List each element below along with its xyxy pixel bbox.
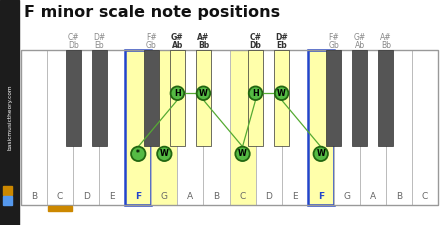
Circle shape xyxy=(235,147,250,161)
Text: G: G xyxy=(161,192,168,201)
Text: F: F xyxy=(318,192,324,201)
Text: Db: Db xyxy=(68,40,78,50)
Circle shape xyxy=(171,86,184,100)
Bar xyxy=(170,50,185,146)
Text: C: C xyxy=(57,192,63,201)
Text: Gb: Gb xyxy=(146,40,157,50)
Bar xyxy=(99,50,125,205)
Bar xyxy=(21,50,438,205)
Text: H: H xyxy=(174,89,181,98)
Text: Db: Db xyxy=(249,40,261,50)
Bar xyxy=(256,50,282,205)
Bar xyxy=(47,50,73,205)
Text: C: C xyxy=(239,192,246,201)
Bar xyxy=(352,50,367,146)
Bar xyxy=(378,50,393,146)
Text: C: C xyxy=(422,192,428,201)
Bar xyxy=(196,50,211,146)
Text: A#: A# xyxy=(380,32,392,41)
Text: basicmusictheory.com: basicmusictheory.com xyxy=(7,85,12,150)
Bar xyxy=(248,50,263,146)
Bar xyxy=(386,50,412,205)
Text: C#: C# xyxy=(67,32,79,41)
Text: F#: F# xyxy=(328,32,339,41)
Bar xyxy=(66,50,81,146)
Text: Ab: Ab xyxy=(172,40,183,50)
Circle shape xyxy=(197,86,210,100)
Text: E: E xyxy=(292,192,297,201)
Bar xyxy=(0,0,19,225)
Text: F#: F# xyxy=(146,32,157,41)
Text: D#: D# xyxy=(275,32,288,41)
Bar xyxy=(274,50,289,146)
Circle shape xyxy=(249,86,262,100)
Bar xyxy=(230,50,256,205)
Text: Bb: Bb xyxy=(381,40,391,50)
Text: F: F xyxy=(135,192,141,201)
Text: Ab: Ab xyxy=(355,40,365,50)
Bar xyxy=(48,206,72,211)
Text: B: B xyxy=(396,192,402,201)
Text: W: W xyxy=(199,89,208,98)
Text: G#: G# xyxy=(171,32,183,41)
Circle shape xyxy=(314,147,328,161)
Bar xyxy=(151,50,177,205)
Text: Eb: Eb xyxy=(94,40,104,50)
Bar xyxy=(360,50,386,205)
Bar xyxy=(3,196,12,205)
Text: *: * xyxy=(136,149,140,158)
Text: A: A xyxy=(370,192,376,201)
Text: A#: A# xyxy=(197,32,209,41)
Text: G: G xyxy=(343,192,350,201)
Bar xyxy=(144,50,159,146)
Text: W: W xyxy=(160,149,169,158)
Bar xyxy=(3,186,12,195)
Text: D#: D# xyxy=(93,32,105,41)
Text: D: D xyxy=(83,192,90,201)
Bar xyxy=(73,50,99,205)
Text: C#: C# xyxy=(249,32,261,41)
Bar xyxy=(203,50,230,205)
Bar xyxy=(334,50,360,205)
Bar xyxy=(92,50,107,146)
Text: W: W xyxy=(277,89,286,98)
Text: B: B xyxy=(31,192,37,201)
Text: W: W xyxy=(238,149,247,158)
Bar xyxy=(177,50,203,205)
Circle shape xyxy=(131,147,146,161)
Text: H: H xyxy=(252,89,259,98)
Bar xyxy=(125,50,151,205)
Circle shape xyxy=(157,147,172,161)
Bar xyxy=(326,50,341,146)
Bar xyxy=(412,50,438,205)
Text: B: B xyxy=(213,192,220,201)
Text: Gb: Gb xyxy=(328,40,339,50)
Text: D: D xyxy=(265,192,272,201)
Bar xyxy=(21,50,47,205)
Text: G#: G# xyxy=(354,32,366,41)
Text: W: W xyxy=(316,149,325,158)
Bar xyxy=(282,50,308,205)
Text: Eb: Eb xyxy=(276,40,287,50)
Text: A: A xyxy=(187,192,194,201)
Text: E: E xyxy=(110,192,115,201)
Text: F minor scale note positions: F minor scale note positions xyxy=(24,5,280,20)
Text: Bb: Bb xyxy=(198,40,209,50)
Bar xyxy=(308,50,334,205)
Circle shape xyxy=(275,86,289,100)
